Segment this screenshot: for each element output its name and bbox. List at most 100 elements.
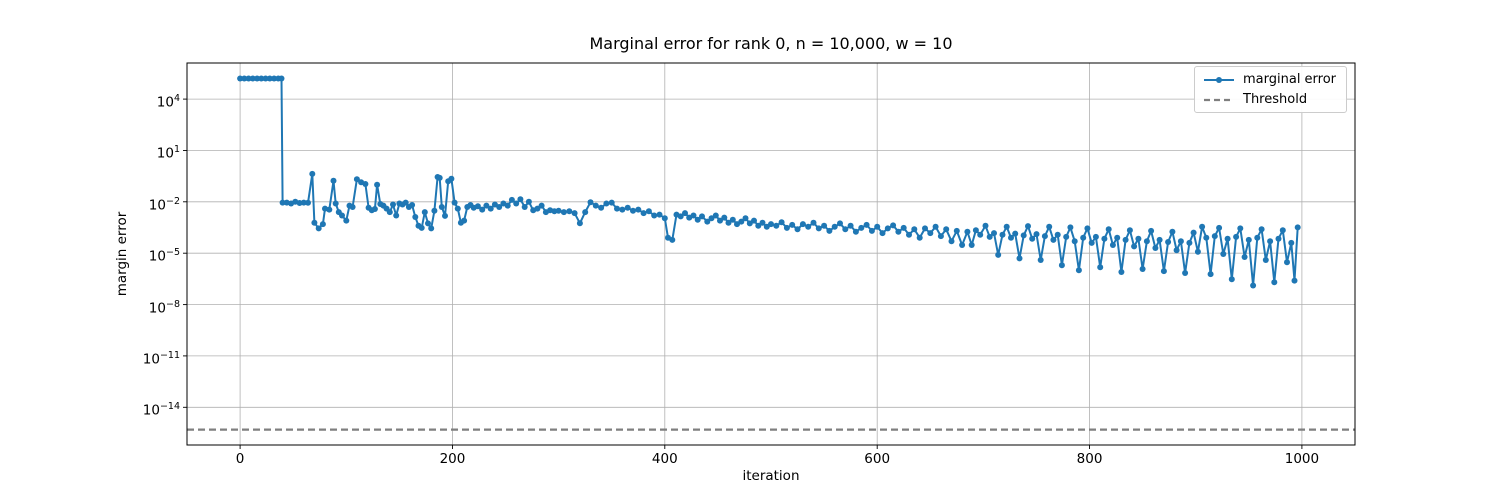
data-point-marker <box>759 219 766 226</box>
data-point-marker <box>1063 233 1070 240</box>
data-point-marker <box>560 209 567 216</box>
legend-sample-dot <box>1216 76 1222 83</box>
data-point-marker <box>852 228 859 235</box>
data-point-marker <box>1182 270 1189 276</box>
data-point-marker <box>645 208 652 215</box>
data-point-marker <box>1029 235 1036 242</box>
data-point-marker <box>635 206 642 213</box>
data-point-marker <box>1203 234 1210 241</box>
data-point-marker <box>874 223 881 230</box>
data-point-marker <box>521 204 528 210</box>
data-point-marker <box>1245 236 1252 243</box>
data-point-marker <box>1097 264 1104 271</box>
data-point-marker <box>1135 235 1142 242</box>
data-point-marker <box>332 200 339 207</box>
data-point-marker <box>266 75 273 82</box>
data-point-marker <box>571 210 578 217</box>
data-point-marker <box>592 202 599 209</box>
data-point-marker <box>1054 231 1061 238</box>
data-point-marker <box>254 75 261 82</box>
data-point-marker <box>640 210 647 217</box>
data-point-marker <box>343 217 350 224</box>
data-point-marker <box>751 217 757 224</box>
y-tick-label: 10−11 <box>142 349 180 368</box>
data-point-marker <box>353 176 360 183</box>
data-point-marker <box>982 222 989 229</box>
data-point-marker <box>504 202 511 209</box>
data-point-marker <box>1207 271 1214 278</box>
legend-label-marginal-error: marginal error <box>1243 72 1337 87</box>
data-point-marker <box>1216 224 1223 231</box>
data-point-marker <box>661 215 668 222</box>
data-point-marker <box>953 227 960 234</box>
data-point-marker <box>1101 235 1108 242</box>
data-point-marker <box>421 209 428 216</box>
data-point-marker <box>390 201 396 208</box>
data-point-marker <box>237 75 244 82</box>
data-point-marker <box>826 227 833 234</box>
data-point-marker <box>1220 251 1227 257</box>
data-point-marker <box>1041 233 1048 240</box>
legend-line-marker-sample <box>1204 76 1234 83</box>
data-point-marker <box>1143 238 1150 245</box>
data-point-marker <box>810 219 817 226</box>
data-point-marker <box>431 207 438 214</box>
data-point-marker <box>778 219 785 226</box>
y-tick-label: 10−14 <box>142 401 180 419</box>
data-point-marker <box>448 175 455 182</box>
data-point-marker <box>1020 232 1027 239</box>
data-point-marker <box>1131 243 1138 250</box>
x-tick-label: 0 <box>235 451 245 467</box>
data-point-marker <box>1118 269 1125 275</box>
data-point-marker <box>436 174 443 181</box>
data-point-marker <box>1160 268 1167 275</box>
data-point-marker <box>496 204 503 210</box>
legend-dash-sample <box>1204 98 1234 101</box>
data-point-marker <box>1139 266 1146 272</box>
data-point-marker <box>1190 229 1197 236</box>
data-point-marker <box>927 230 934 237</box>
data-point-marker <box>789 221 796 228</box>
data-point-marker <box>821 222 828 229</box>
data-point-marker <box>1109 242 1116 248</box>
data-point-marker <box>393 212 400 219</box>
data-point-marker <box>1224 235 1231 242</box>
data-point-marker <box>1258 226 1265 233</box>
data-point-marker <box>311 219 318 226</box>
x-tick-label: 200 <box>439 451 466 467</box>
data-point-marker <box>576 220 583 227</box>
series-line <box>239 77 1299 287</box>
y-tick-label: 101 <box>156 144 180 162</box>
data-point-marker <box>538 202 545 209</box>
data-point-marker <box>847 222 854 229</box>
data-point-marker <box>815 225 822 232</box>
y-tick-label: 104 <box>156 93 180 111</box>
data-point-marker <box>1084 225 1091 232</box>
data-point-marker <box>977 231 984 238</box>
data-point-marker <box>525 198 532 205</box>
data-point-marker <box>1279 227 1286 234</box>
data-point-marker <box>582 209 589 216</box>
data-point-marker <box>677 213 684 220</box>
data-point-marker <box>566 208 573 215</box>
chart-title: Marginal error for rank 0, n = 10,000, w… <box>589 34 953 53</box>
data-point-marker <box>773 222 780 229</box>
y-tick-label: 10−2 <box>148 195 180 214</box>
data-point-marker <box>729 216 736 223</box>
data-point-marker <box>305 199 311 206</box>
data-point-marker <box>1267 238 1274 245</box>
data-point-marker <box>1105 226 1112 233</box>
data-point-marker <box>916 234 923 241</box>
data-point-marker <box>755 222 762 229</box>
data-point-marker <box>1237 225 1244 232</box>
data-point-marker <box>991 230 997 237</box>
data-point-marker <box>362 181 369 187</box>
data-point-marker <box>1177 238 1184 245</box>
data-point-marker <box>783 224 790 231</box>
data-point-marker <box>972 227 979 234</box>
data-point-marker <box>799 221 806 228</box>
data-point-marker <box>262 75 269 82</box>
data-point-marker <box>349 204 356 210</box>
x-tick-label: 800 <box>1076 451 1103 467</box>
data-point-marker <box>374 181 381 188</box>
